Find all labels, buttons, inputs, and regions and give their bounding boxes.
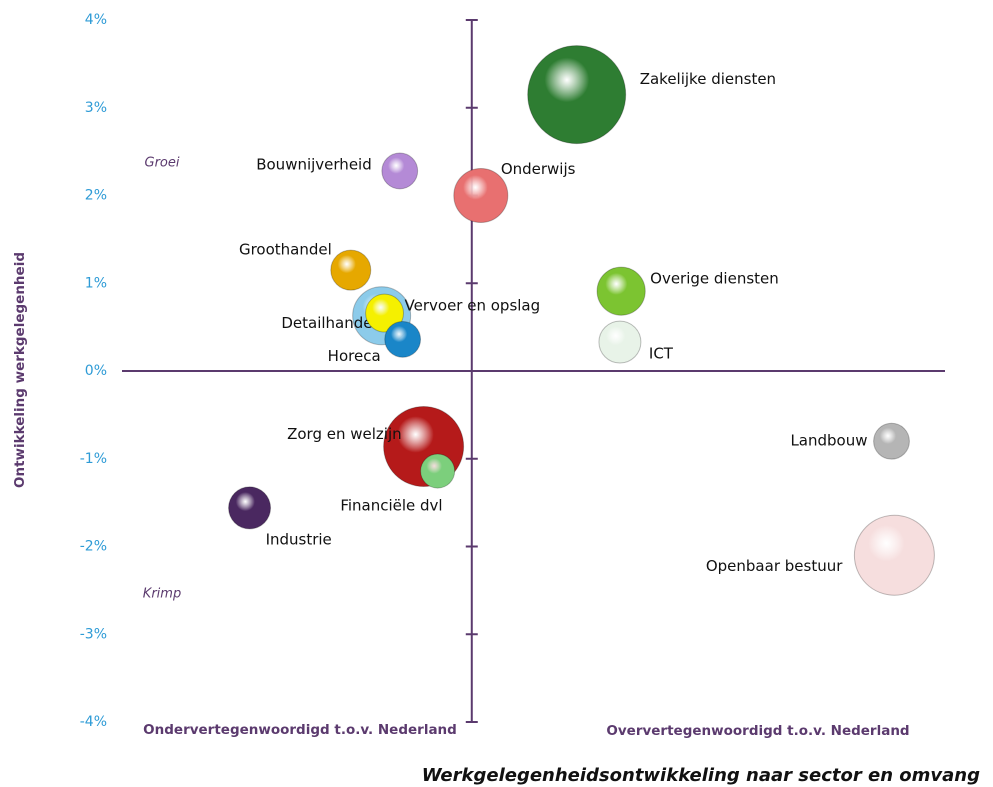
bubble-label: Horeca — [328, 347, 381, 365]
bubble-label: Zorg en welzijn — [287, 425, 402, 443]
y-tick-label: 3% — [85, 100, 107, 116]
annotation: Krimp — [143, 587, 181, 602]
bubble-label: Vervoer en opslag — [405, 297, 541, 315]
bubble-label: Industrie — [266, 530, 332, 548]
y-tick-label: -4% — [80, 714, 107, 730]
annotation: Groei — [145, 156, 180, 171]
y-tick-label: -1% — [80, 451, 107, 467]
x-axis-label-right: Oververtegenwoordigd t.o.v. Nederland — [606, 723, 909, 739]
y-tick-label: 1% — [85, 275, 107, 291]
bubble — [420, 453, 456, 489]
bubble — [596, 266, 646, 316]
bubble — [330, 249, 372, 291]
y-tick-label: -3% — [80, 626, 107, 642]
x-axis-label-left: Ondervertegenwoordigd t.o.v. Nederland — [143, 722, 457, 738]
bubble — [365, 293, 405, 333]
bubble — [381, 152, 419, 190]
bubble — [228, 486, 272, 530]
bubble — [873, 422, 910, 460]
y-tick-label: 4% — [85, 12, 107, 28]
bubble-label: Zakelijke diensten — [640, 70, 776, 88]
y-tick-label: 2% — [85, 188, 107, 204]
bubble-label: Overige diensten — [650, 270, 779, 288]
bubble-label: Groothandel — [239, 241, 332, 259]
bubble-label: Bouwnijverheid — [256, 155, 372, 173]
bubble — [384, 321, 422, 358]
bubble-label: Financiële dvl — [340, 497, 442, 515]
y-tick-label: 0% — [85, 363, 107, 379]
bubble — [527, 45, 627, 145]
bubble — [453, 167, 509, 224]
y-axis-label: Ontwikkeling werkgelegenheid — [12, 252, 28, 488]
chart-title: Werkgelegenheidsontwikkeling naar sector… — [422, 765, 980, 786]
bubble-label: Openbaar bestuur — [706, 557, 843, 575]
y-tick-label: -2% — [80, 539, 107, 555]
bubble-label: Onderwijs — [501, 160, 576, 178]
bubble-label: ICT — [649, 345, 674, 363]
bubble — [598, 320, 642, 364]
bubble-label: Detailhandel — [281, 314, 376, 332]
bubble — [853, 514, 935, 596]
bubble-label: Landbouw — [790, 432, 867, 450]
